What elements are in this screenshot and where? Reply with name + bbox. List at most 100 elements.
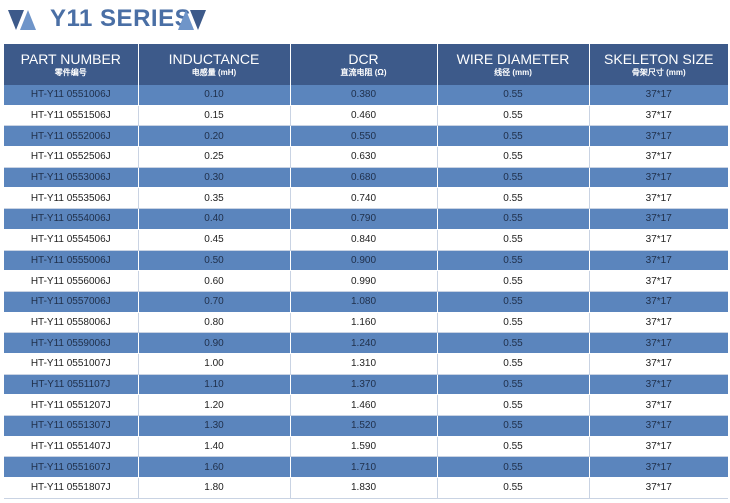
inductance-cell: 0.60 bbox=[138, 270, 291, 292]
wire-diameter-cell: 0.55 bbox=[437, 353, 590, 375]
inductance-cell: 0.35 bbox=[138, 187, 291, 210]
wire-diameter-cell: 0.55 bbox=[437, 394, 590, 416]
skeleton-size-cell: 37*17 bbox=[589, 291, 728, 313]
inductance-cell: 0.10 bbox=[138, 85, 291, 106]
table-row: HT-Y11 0552006J 0.20 0.550 0.55 37*17 bbox=[4, 125, 728, 148]
wire-diameter-cell: 0.55 bbox=[437, 291, 590, 313]
dcr-cell: 0.550 bbox=[290, 125, 438, 148]
wire-diameter-cell: 0.55 bbox=[437, 105, 590, 127]
dcr-cell: 1.310 bbox=[290, 353, 438, 375]
skeleton-size-cell: 37*17 bbox=[589, 332, 728, 354]
skeleton-size-cell: 37*17 bbox=[589, 270, 728, 292]
skeleton-size-cell: 37*17 bbox=[589, 312, 728, 334]
inductance-cell: 0.25 bbox=[138, 146, 291, 168]
part-number-cell: HT-Y11 0551107J bbox=[4, 374, 139, 396]
dcr-cell: 0.900 bbox=[290, 250, 438, 272]
table-row: HT-Y11 0551007J 1.00 1.310 0.55 37*17 bbox=[4, 353, 728, 375]
wire-diameter-cell: 0.55 bbox=[437, 456, 590, 479]
column-header: INDUCTANCE 电感量 (mH) bbox=[138, 44, 291, 85]
dcr-cell: 0.840 bbox=[290, 229, 438, 251]
part-number-cell: HT-Y11 0551006J bbox=[4, 85, 139, 106]
skeleton-size-cell: 37*17 bbox=[589, 229, 728, 251]
wire-diameter-cell: 0.55 bbox=[437, 85, 590, 106]
column-header: DCR 直流电阻 (Ω) bbox=[290, 44, 438, 85]
wire-diameter-cell: 0.55 bbox=[437, 125, 590, 148]
wire-diameter-cell: 0.55 bbox=[437, 436, 590, 458]
inductance-cell: 0.40 bbox=[138, 208, 291, 230]
part-number-cell: HT-Y11 0554006J bbox=[4, 208, 139, 230]
part-number-cell: HT-Y11 0553006J bbox=[4, 167, 139, 189]
wire-diameter-cell: 0.55 bbox=[437, 312, 590, 334]
table-row: HT-Y11 0551807J 1.80 1.830 0.55 37*17 bbox=[4, 477, 728, 499]
table-row: HT-Y11 0558006J 0.80 1.160 0.55 37*17 bbox=[4, 312, 728, 334]
skeleton-size-cell: 37*17 bbox=[589, 477, 728, 499]
wire-diameter-cell: 0.55 bbox=[437, 332, 590, 354]
dcr-cell: 1.370 bbox=[290, 374, 438, 396]
part-number-cell: HT-Y11 0551207J bbox=[4, 394, 139, 416]
skeleton-size-cell: 37*17 bbox=[589, 187, 728, 210]
table-row: HT-Y11 0555006J 0.50 0.900 0.55 37*17 bbox=[4, 250, 728, 272]
inductance-cell: 0.30 bbox=[138, 167, 291, 189]
skeleton-size-cell: 37*17 bbox=[589, 125, 728, 148]
table-row: HT-Y11 0551407J 1.40 1.590 0.55 37*17 bbox=[4, 436, 728, 458]
inductance-cell: 1.10 bbox=[138, 374, 291, 396]
dcr-cell: 1.080 bbox=[290, 291, 438, 313]
column-header: WIRE DIAMETER 线径 (mm) bbox=[437, 44, 590, 85]
inductance-cell: 1.60 bbox=[138, 456, 291, 479]
dcr-cell: 1.520 bbox=[290, 415, 438, 437]
part-number-cell: HT-Y11 0551807J bbox=[4, 477, 139, 499]
part-number-cell: HT-Y11 0551607J bbox=[4, 456, 139, 479]
inductance-cell: 1.40 bbox=[138, 436, 291, 458]
part-number-cell: HT-Y11 0556006J bbox=[4, 270, 139, 292]
inductance-cell: 0.15 bbox=[138, 105, 291, 127]
chevron-logo-icon bbox=[178, 10, 206, 30]
chevron-logo-icon bbox=[8, 10, 36, 30]
part-number-cell: HT-Y11 0552006J bbox=[4, 125, 139, 148]
dcr-cell: 0.790 bbox=[290, 208, 438, 230]
wire-diameter-cell: 0.55 bbox=[437, 208, 590, 230]
wire-diameter-cell: 0.55 bbox=[437, 477, 590, 499]
dcr-cell: 0.630 bbox=[290, 146, 438, 168]
title-bar: Y11 SERIES bbox=[0, 0, 730, 42]
wire-diameter-cell: 0.55 bbox=[437, 187, 590, 210]
skeleton-size-cell: 37*17 bbox=[589, 105, 728, 127]
skeleton-size-cell: 37*17 bbox=[589, 394, 728, 416]
spec-table: PART NUMBER 零件编号 INDUCTANCE 电感量 (mH) DCR 直流… bbox=[4, 44, 728, 499]
table-row: HT-Y11 0554506J 0.45 0.840 0.55 37*17 bbox=[4, 229, 728, 251]
table-row: HT-Y11 0551506J 0.15 0.460 0.55 37*17 bbox=[4, 105, 728, 127]
inductance-cell: 0.90 bbox=[138, 332, 291, 354]
skeleton-size-cell: 37*17 bbox=[589, 167, 728, 189]
dcr-cell: 0.680 bbox=[290, 167, 438, 189]
part-number-cell: HT-Y11 0558006J bbox=[4, 312, 139, 334]
part-number-cell: HT-Y11 0551007J bbox=[4, 353, 139, 375]
part-number-cell: HT-Y11 0553506J bbox=[4, 187, 139, 210]
table-row: HT-Y11 0554006J 0.40 0.790 0.55 37*17 bbox=[4, 208, 728, 230]
inductance-cell: 1.80 bbox=[138, 477, 291, 499]
skeleton-size-cell: 37*17 bbox=[589, 436, 728, 458]
wire-diameter-cell: 0.55 bbox=[437, 146, 590, 168]
inductance-cell: 0.70 bbox=[138, 291, 291, 313]
skeleton-size-cell: 37*17 bbox=[589, 208, 728, 230]
inductance-cell: 0.20 bbox=[138, 125, 291, 148]
table-row: HT-Y11 0551307J 1.30 1.520 0.55 37*17 bbox=[4, 415, 728, 437]
dcr-cell: 1.240 bbox=[290, 332, 438, 354]
part-number-cell: HT-Y11 0551407J bbox=[4, 436, 139, 458]
table-row: HT-Y11 0551607J 1.60 1.710 0.55 37*17 bbox=[4, 456, 728, 479]
dcr-cell: 0.740 bbox=[290, 187, 438, 210]
wire-diameter-cell: 0.55 bbox=[437, 415, 590, 437]
wire-diameter-cell: 0.55 bbox=[437, 167, 590, 189]
skeleton-size-cell: 37*17 bbox=[589, 353, 728, 375]
dcr-cell: 1.830 bbox=[290, 477, 438, 499]
table-row: HT-Y11 0551006J 0.10 0.380 0.55 37*17 bbox=[4, 85, 728, 106]
wire-diameter-cell: 0.55 bbox=[437, 229, 590, 251]
table-row: HT-Y11 0553506J 0.35 0.740 0.55 37*17 bbox=[4, 187, 728, 210]
column-header: SKELETON SIZE 骨架尺寸 (mm) bbox=[589, 44, 728, 85]
dcr-cell: 0.380 bbox=[290, 85, 438, 106]
dcr-cell: 1.590 bbox=[290, 436, 438, 458]
part-number-cell: HT-Y11 0551307J bbox=[4, 415, 139, 437]
skeleton-size-cell: 37*17 bbox=[589, 374, 728, 396]
inductance-cell: 1.00 bbox=[138, 353, 291, 375]
part-number-cell: HT-Y11 0559006J bbox=[4, 332, 139, 354]
skeleton-size-cell: 37*17 bbox=[589, 146, 728, 168]
table-row: HT-Y11 0557006J 0.70 1.080 0.55 37*17 bbox=[4, 291, 728, 313]
